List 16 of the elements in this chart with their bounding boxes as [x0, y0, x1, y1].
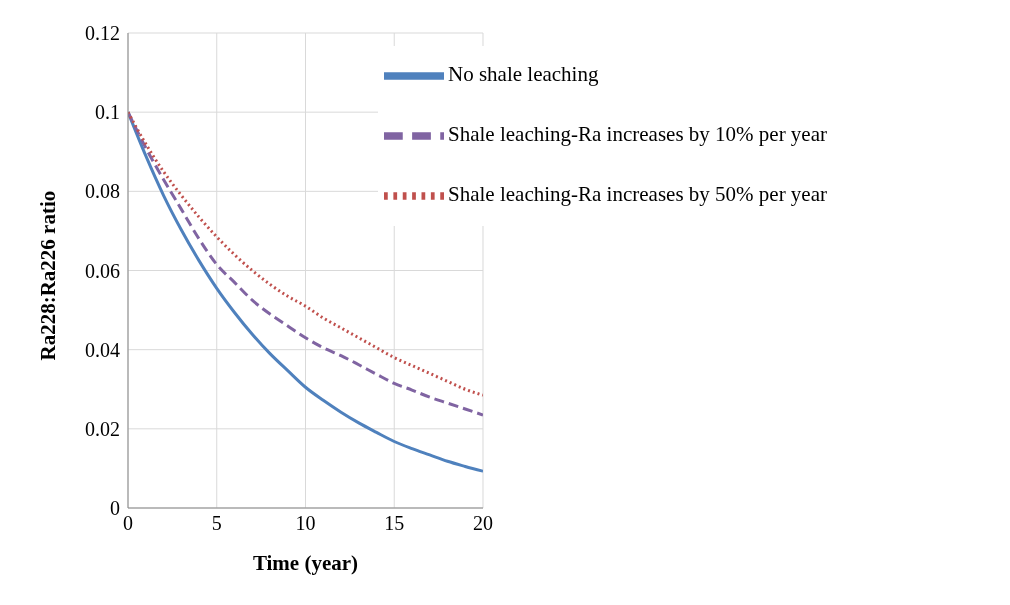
y-tick-label: 0.1	[95, 101, 120, 124]
x-tick-label: 10	[295, 512, 316, 535]
legend-label: Shale leaching-Ra increases by 50% per year	[448, 181, 828, 206]
x-tick-label: 5	[211, 512, 222, 535]
y-tick-label: 0.12	[85, 22, 120, 45]
x-axis-title: Time (year)	[252, 551, 359, 575]
x-tick-label: 15	[384, 512, 405, 535]
y-tick-label: 0.08	[85, 180, 120, 203]
y-tick-label: 0.02	[85, 417, 120, 440]
y-axis-title: Ra228:Ra226 ratio	[36, 190, 61, 361]
y-tick-label: 0.04	[85, 338, 120, 361]
x-tick-label: 20	[472, 512, 493, 535]
legend-label: No shale leaching	[448, 61, 599, 86]
legend-label: Shale leaching-Ra increases by 10% per year	[448, 121, 828, 146]
y-tick-label: 0.06	[85, 259, 120, 282]
y-tick-label: 0	[110, 497, 120, 520]
